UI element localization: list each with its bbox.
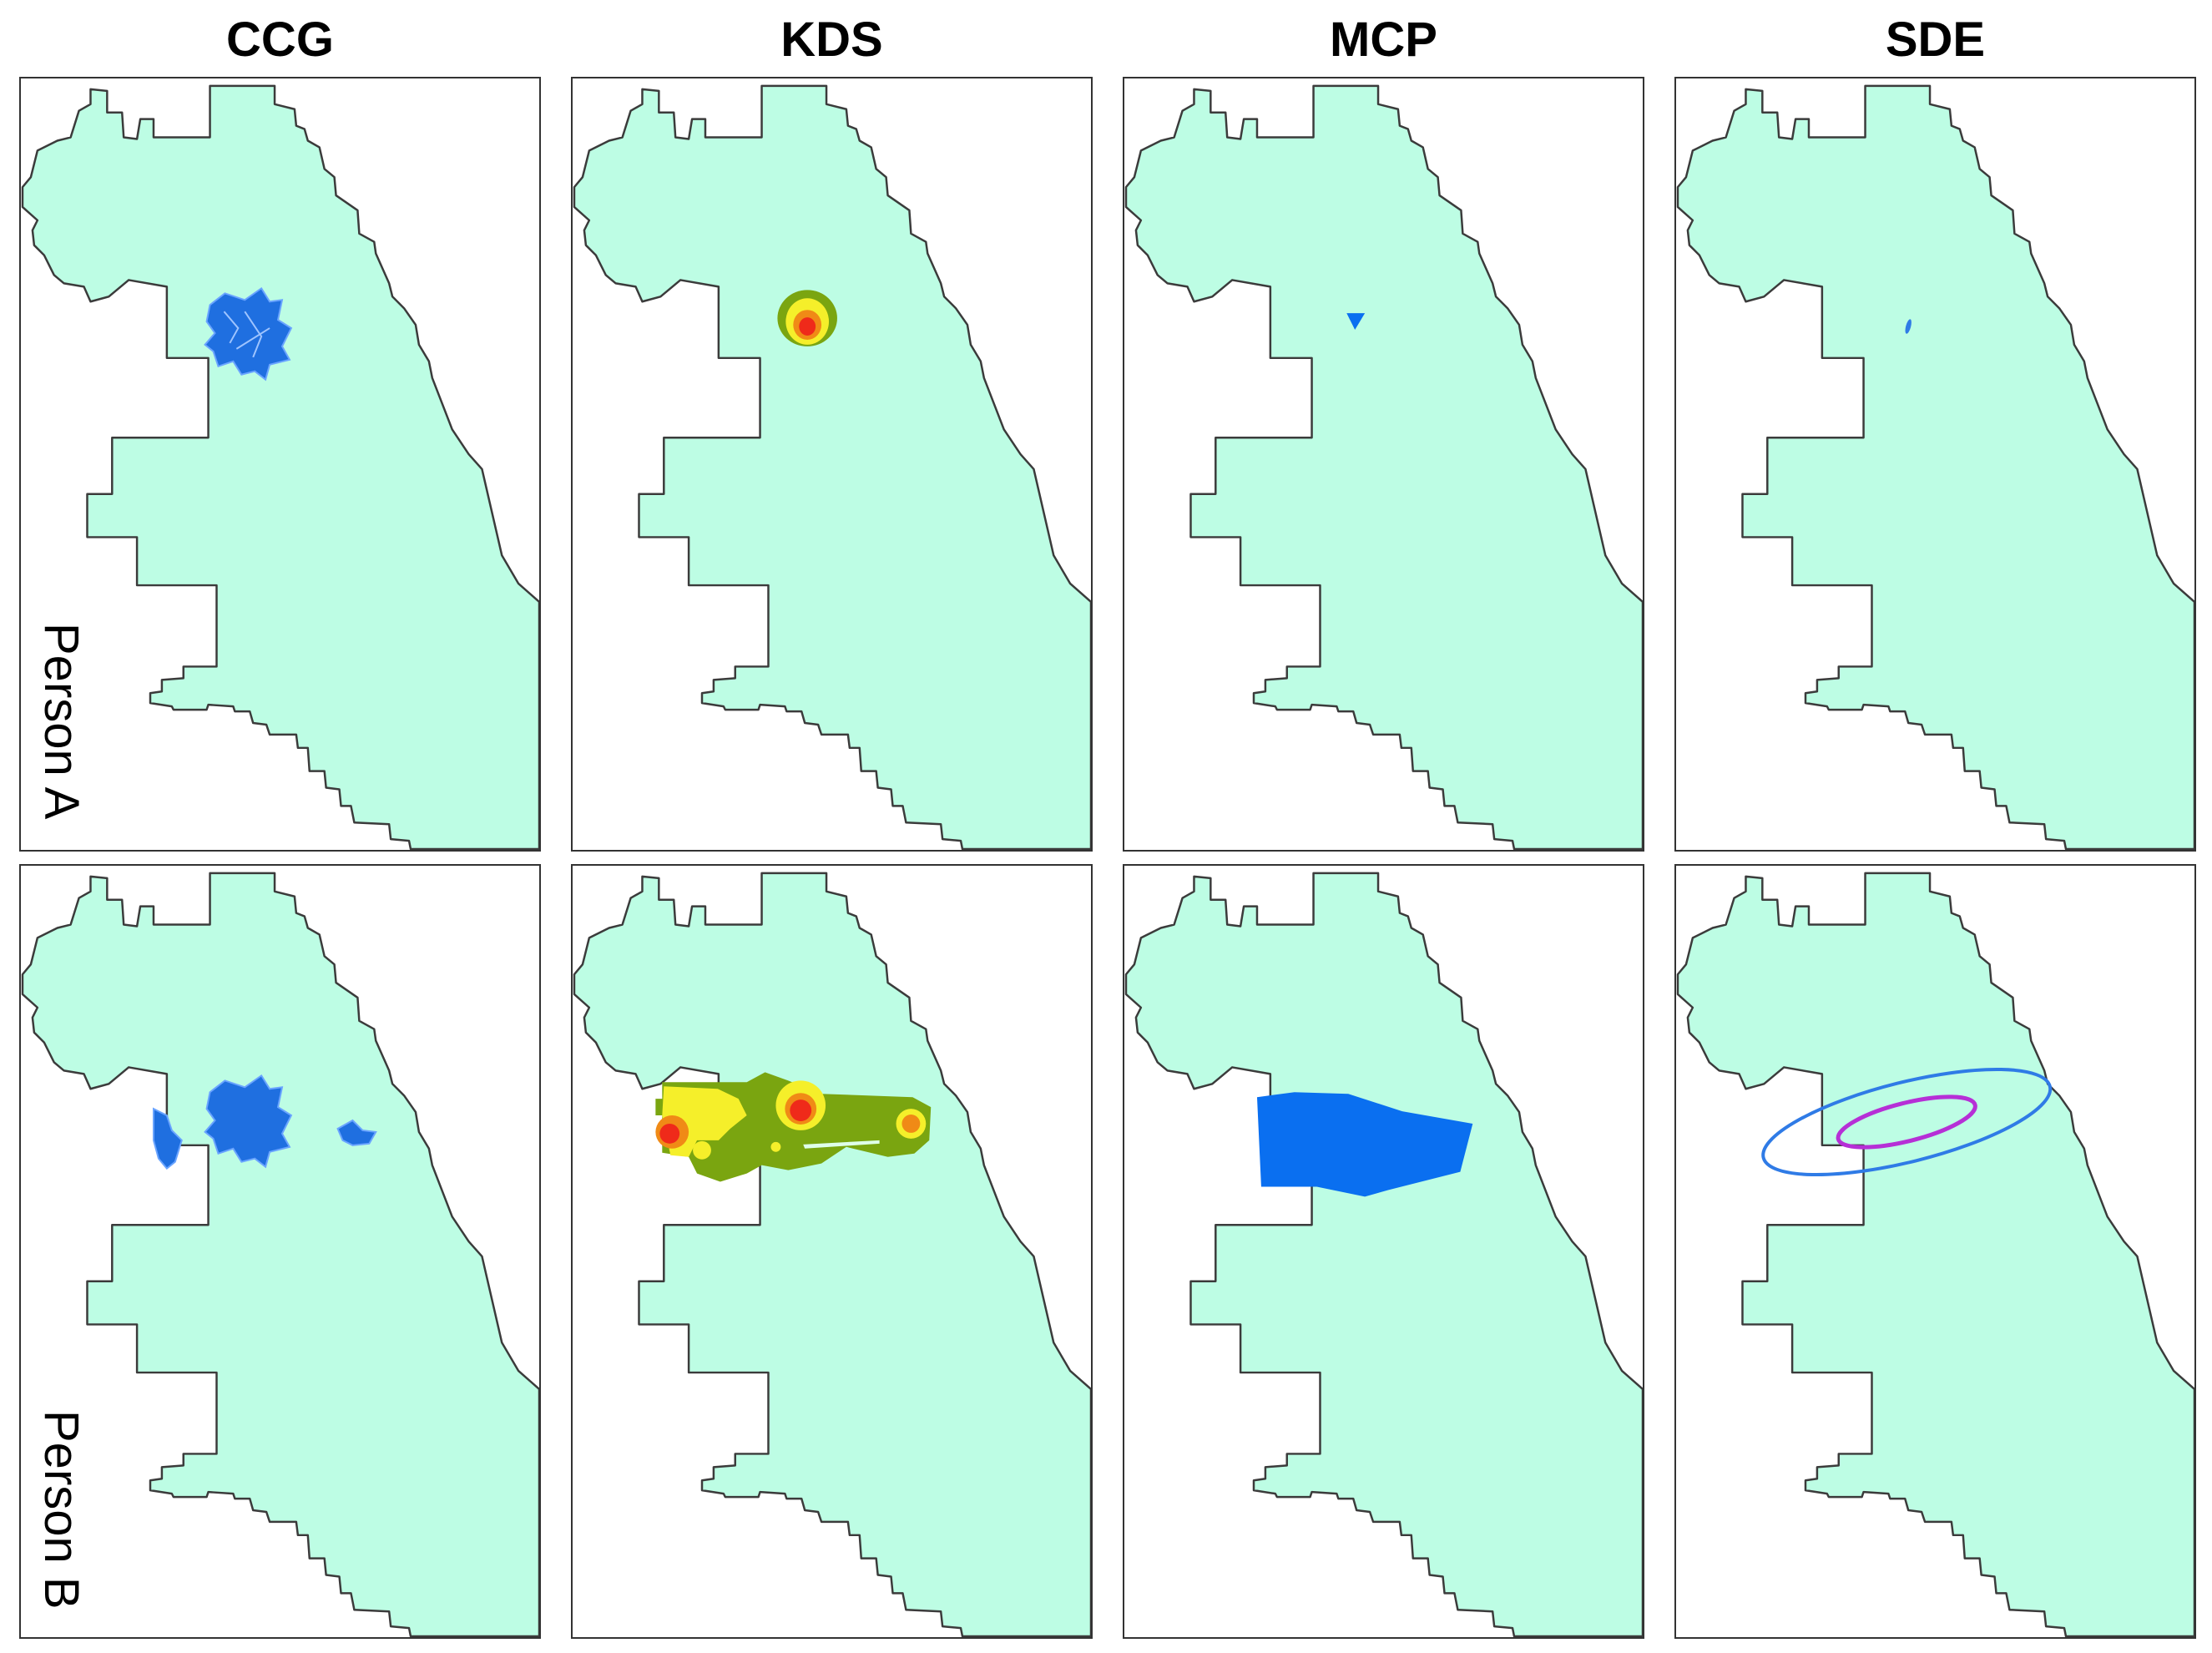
row-label-person-b: Person B — [34, 1410, 88, 1610]
map-sde-person-a — [1676, 84, 2194, 850]
mcp-polygon — [1346, 313, 1366, 331]
map-panel-ccg-person-b: Person B — [19, 864, 541, 1639]
map-panel-mcp-person-a — [1123, 77, 1644, 852]
map-sde-person-b — [1676, 872, 2194, 1637]
map-panel-sde-person-a — [1674, 77, 2196, 852]
ccg-activity-area-cluster-1 — [204, 286, 293, 382]
sde-ellipse — [1905, 319, 1912, 334]
column-title-ccg: CCG — [226, 13, 334, 67]
map-panel-kds-person-a — [571, 77, 1093, 852]
row-label-person-a: Person A — [34, 623, 88, 820]
column-title-kds: KDS — [780, 13, 883, 67]
map-panel-kds-person-b — [571, 864, 1093, 1639]
kds-density-surface — [655, 1072, 932, 1182]
column-title-mcp: MCP — [1330, 13, 1437, 67]
map-mcp-person-b — [1124, 872, 1643, 1637]
kds-density-hotspot — [777, 290, 837, 346]
map-mcp-person-a — [1124, 84, 1643, 850]
sde-ellipse-outer — [1761, 1067, 2053, 1177]
map-panel-ccg-person-a: Person A — [19, 77, 541, 852]
map-panel-mcp-person-b — [1123, 864, 1644, 1639]
sde-ellipse-inner — [1836, 1094, 1977, 1150]
map-kds-person-b — [573, 872, 1091, 1637]
map-panel-sde-person-b — [1674, 864, 2196, 1639]
ccg-activity-area-clusters — [152, 1074, 377, 1170]
mcp-polygon — [1256, 1092, 1473, 1197]
map-ccg-person-a — [21, 84, 539, 850]
map-ccg-person-b — [21, 872, 539, 1637]
map-kds-person-a — [573, 84, 1091, 850]
column-title-sde: SDE — [1885, 13, 1986, 67]
